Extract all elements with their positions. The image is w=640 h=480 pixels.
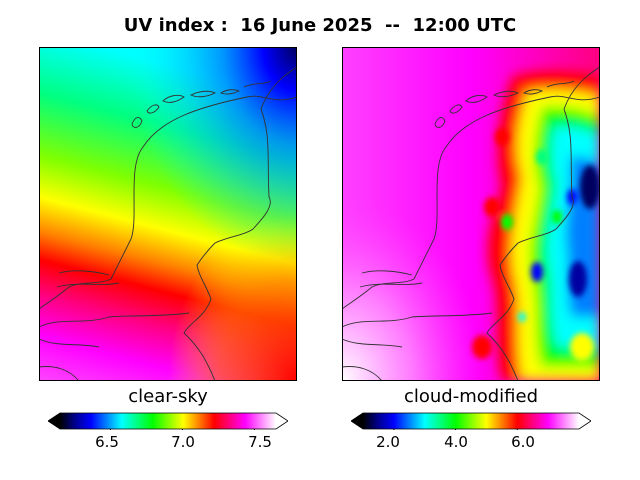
clear-sky-tick: 7.0 [171, 433, 195, 451]
colorbar-max-extend [276, 413, 288, 429]
cloud-modified-tick: 6.0 [511, 433, 535, 451]
clear-sky-colorbar [48, 412, 288, 430]
colorbar-body [363, 413, 579, 429]
colorbar-outline [351, 412, 591, 430]
clear-sky-tick: 6.5 [95, 433, 119, 451]
colorbar-body [60, 413, 276, 429]
colorbar-outline [48, 412, 288, 430]
colorbar-max-extend [579, 413, 591, 429]
clear-sky-tick: 7.5 [248, 433, 272, 451]
cloud-modified-label: cloud-modified [403, 386, 539, 407]
clear-sky-map [39, 47, 297, 381]
cloud-modified-tick: 4.0 [444, 433, 468, 451]
clear-sky-map-panel [39, 47, 297, 381]
cloud-modified-map [342, 47, 600, 381]
colorbar-min-extend [48, 413, 60, 429]
clear-sky-label: clear-sky [128, 386, 208, 407]
coastline-borders-right [342, 66, 600, 381]
colorbar-min-extend [351, 413, 363, 429]
cloud-modified-tick: 2.0 [376, 433, 400, 451]
figure-title: UV index : 16 June 2025 -- 12:00 UTC [123, 15, 517, 36]
cloud-modified-map-panel [342, 47, 600, 381]
cloud-modified-colorbar [351, 412, 591, 430]
coastline-borders [39, 66, 297, 381]
cloud-cores [472, 128, 600, 361]
